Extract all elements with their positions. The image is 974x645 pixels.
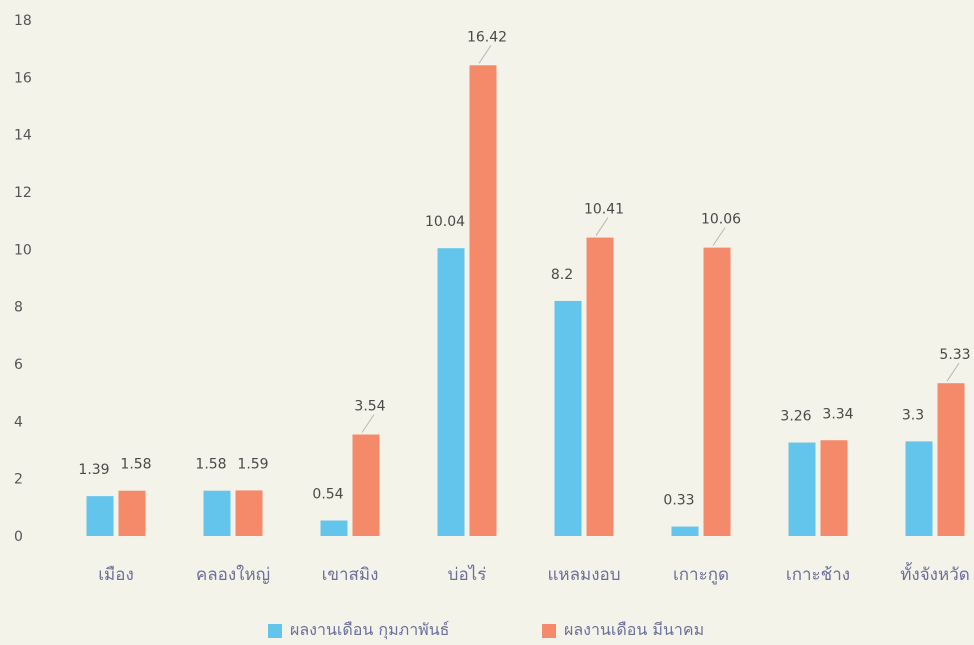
data-label: 0.33 [663, 493, 694, 509]
data-label: 1.39 [78, 462, 109, 478]
y-tick-label: 10 [14, 242, 32, 258]
bar-february [437, 248, 465, 537]
data-label: 1.58 [195, 457, 226, 473]
bar-february [86, 496, 114, 536]
category-label: แหลมงอบ [547, 565, 620, 585]
legend: ผลงานเดือน กุมภาพันธ์ ผลงานเดือน มีนาคม [0, 618, 974, 642]
bar-march [118, 490, 146, 536]
data-label: 8.2 [551, 267, 573, 283]
legend-label-march: ผลงานเดือน มีนาคม [564, 620, 705, 639]
leader-line [712, 227, 726, 246]
category-label: เขาสมิง [322, 565, 379, 585]
data-label: 0.54 [312, 487, 343, 503]
y-axis: 0 2 4 6 8 10 12 14 16 18 [14, 13, 32, 545]
category-label: บ่อไร่ [448, 564, 487, 585]
leader-line [361, 414, 375, 433]
y-tick-label: 6 [14, 357, 23, 373]
y-tick-label: 16 [14, 70, 32, 86]
data-label: 5.33 [939, 347, 970, 363]
y-tick-label: 4 [14, 414, 23, 430]
leader-line [478, 45, 492, 64]
leader-line [595, 217, 609, 236]
bar-march [586, 237, 614, 536]
bar-march [703, 247, 731, 536]
data-labels: 1.39 1.58 1.58 1.59 0.54 3.54 10.04 16.42 8.2 10.… [78, 29, 970, 508]
legend-swatch-february [268, 623, 282, 638]
category-label: ทั้งจังหวัด [900, 562, 970, 585]
y-tick-label: 2 [14, 472, 23, 488]
data-label: 3.34 [822, 406, 853, 422]
data-label: 1.59 [237, 456, 268, 472]
x-axis: เมือง คลองใหญ่ เขาสมิง บ่อไร่ แหลมงอบ เกาะกูด… [98, 562, 970, 585]
bar-march [235, 490, 263, 536]
bar-february [671, 526, 699, 536]
y-tick-label: 18 [14, 13, 32, 29]
leader-line [946, 362, 960, 382]
bar-february [320, 520, 348, 536]
bar-march [937, 383, 965, 536]
leader-lines [361, 45, 960, 433]
legend-label-february: ผลงานเดือน กุมภาพันธ์ [290, 620, 450, 639]
legend-swatch-march [542, 623, 556, 638]
category-label: เกาะกูด [673, 565, 729, 585]
y-tick-label: 0 [14, 529, 23, 545]
bar-march [469, 65, 497, 536]
bar-february [788, 442, 816, 536]
data-label: 10.06 [701, 212, 741, 228]
data-label: 16.42 [467, 29, 507, 45]
legend-item-february: ผลงานเดือน กุมภาพันธ์ [268, 618, 449, 643]
category-label: คลองใหญ่ [196, 564, 270, 585]
bar-february [203, 490, 231, 536]
bar-chart: 0 2 4 6 8 10 12 14 16 18 1.39 1.58 1.58 1.59 0.54 3.54… [14, 13, 971, 585]
data-label: 10.41 [584, 202, 624, 218]
data-label: 10.04 [425, 214, 465, 230]
y-tick-label: 12 [14, 185, 32, 201]
bar-march [352, 434, 380, 536]
y-tick-label: 8 [14, 300, 23, 316]
data-label: 3.26 [780, 409, 811, 425]
data-label: 3.54 [354, 399, 385, 415]
bars [86, 65, 965, 537]
data-label: 3.3 [902, 407, 924, 423]
bar-february [554, 300, 582, 536]
bar-february [905, 441, 933, 536]
category-label: เกาะช้าง [786, 565, 850, 585]
data-label: 1.58 [120, 457, 151, 473]
bar-march [820, 440, 848, 536]
y-tick-label: 14 [14, 128, 32, 144]
category-label: เมือง [98, 565, 134, 585]
legend-item-march: ผลงานเดือน มีนาคม [542, 618, 704, 643]
